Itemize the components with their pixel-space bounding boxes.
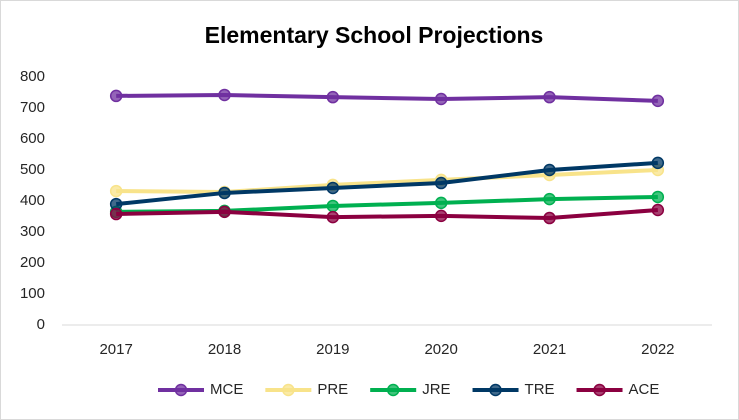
y-tick-label: 0 <box>37 316 45 333</box>
x-tick-label: 2021 <box>533 341 566 358</box>
series-line <box>116 92 658 103</box>
legend-label: TRE <box>525 381 555 398</box>
point <box>434 92 448 106</box>
point <box>651 156 665 170</box>
point <box>326 90 340 104</box>
legend-label: JRE <box>422 381 450 398</box>
legend-marker <box>489 383 502 397</box>
point <box>434 176 448 190</box>
point <box>543 211 556 225</box>
y-tick-label: 200 <box>20 254 45 271</box>
point <box>326 199 340 213</box>
point <box>651 94 665 108</box>
point <box>543 163 556 177</box>
x-tick-label: 2017 <box>99 341 132 358</box>
y-tick-label: 100 <box>20 285 45 302</box>
point <box>109 184 123 198</box>
x-tick-label: 2019 <box>316 341 349 358</box>
point <box>326 181 340 195</box>
y-tick-label: 600 <box>20 130 45 147</box>
chart-title: Elementary School Projections <box>205 22 544 48</box>
point <box>543 192 556 206</box>
point <box>218 186 231 200</box>
x-tick-label: 2018 <box>208 341 241 358</box>
legend-marker <box>593 383 606 397</box>
point <box>651 203 665 217</box>
series-line <box>115 160 658 207</box>
y-tick-label: 700 <box>20 99 45 116</box>
series-line <box>116 207 658 221</box>
point <box>434 209 448 223</box>
point <box>218 88 231 102</box>
legend-label: MCE <box>210 381 243 398</box>
legend-marker <box>174 383 188 397</box>
point <box>218 205 231 219</box>
point <box>543 90 556 104</box>
x-tick-label: 2020 <box>424 341 457 358</box>
y-tick-label: 400 <box>20 192 45 209</box>
point <box>434 196 448 210</box>
point <box>109 207 123 221</box>
point <box>109 89 123 103</box>
point <box>326 210 340 224</box>
y-tick-label: 500 <box>20 161 45 178</box>
legend-marker <box>386 383 400 397</box>
legend-label: PRE <box>317 381 348 398</box>
x-tick-label: 2022 <box>641 341 674 358</box>
legend-label: ACE <box>629 381 660 398</box>
legend-marker <box>282 383 295 397</box>
series-line <box>116 168 658 195</box>
y-tick-label: 800 <box>20 68 45 85</box>
y-tick-label: 300 <box>20 223 45 240</box>
point <box>651 190 665 204</box>
